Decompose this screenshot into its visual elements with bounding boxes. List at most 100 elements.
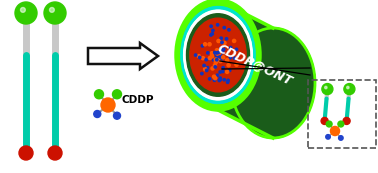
Circle shape [227,79,229,82]
Circle shape [214,61,217,64]
Circle shape [212,75,216,78]
Circle shape [205,58,208,61]
Circle shape [198,56,201,59]
Circle shape [214,76,217,80]
Circle shape [216,52,219,55]
Text: CDDP: CDDP [122,95,155,105]
Circle shape [232,39,236,43]
Circle shape [216,54,218,57]
Circle shape [217,50,220,53]
Circle shape [221,41,223,44]
Ellipse shape [181,7,255,103]
Bar [308,80,376,148]
Circle shape [211,33,214,35]
Circle shape [226,58,229,62]
Circle shape [211,67,214,70]
Circle shape [225,59,228,62]
Circle shape [226,81,229,83]
Ellipse shape [190,18,246,92]
Circle shape [221,58,223,60]
Circle shape [197,54,200,58]
Circle shape [219,78,222,81]
Circle shape [44,2,66,24]
Circle shape [216,52,218,54]
Circle shape [15,2,37,24]
Circle shape [219,71,222,73]
Circle shape [211,55,214,58]
Ellipse shape [184,10,252,99]
Circle shape [194,54,197,56]
Circle shape [215,49,218,52]
Circle shape [219,60,222,63]
Circle shape [48,146,62,160]
Circle shape [227,64,230,67]
Polygon shape [218,0,315,138]
Circle shape [217,55,220,57]
Circle shape [325,86,327,89]
Circle shape [214,58,217,61]
Circle shape [203,67,207,71]
Circle shape [214,66,217,68]
Circle shape [20,7,25,12]
Circle shape [220,37,222,39]
Circle shape [220,48,222,50]
Circle shape [216,74,219,76]
Circle shape [213,64,217,67]
Circle shape [220,48,223,51]
Circle shape [321,117,328,124]
Circle shape [223,48,225,51]
Circle shape [326,135,330,139]
Circle shape [113,112,121,119]
Circle shape [218,56,220,58]
Ellipse shape [186,14,249,96]
Circle shape [347,86,349,89]
Circle shape [219,54,222,56]
Circle shape [19,146,33,160]
Circle shape [206,69,208,72]
Circle shape [217,51,220,54]
Circle shape [233,57,236,60]
Text: CDDP@ONT: CDDP@ONT [215,42,294,88]
Circle shape [216,58,219,62]
Circle shape [201,72,203,75]
Circle shape [235,63,238,66]
Circle shape [339,136,343,140]
Circle shape [217,39,220,43]
Circle shape [212,29,214,32]
Circle shape [218,51,221,54]
Circle shape [210,25,212,28]
Circle shape [215,56,218,58]
Circle shape [203,43,207,46]
Circle shape [207,52,209,54]
Circle shape [222,70,224,73]
Circle shape [225,38,228,40]
Circle shape [217,54,219,56]
Circle shape [220,49,222,52]
Circle shape [215,52,217,55]
Ellipse shape [231,28,315,138]
Circle shape [201,57,204,60]
Circle shape [113,90,121,99]
Circle shape [210,34,212,36]
Circle shape [226,70,229,73]
Circle shape [216,52,219,55]
Circle shape [101,98,115,112]
Circle shape [217,54,220,56]
Circle shape [208,43,211,46]
Circle shape [201,45,204,47]
Circle shape [322,84,333,95]
Circle shape [222,67,225,69]
Circle shape [214,51,216,54]
Circle shape [218,79,220,82]
Circle shape [214,59,216,61]
Circle shape [228,29,230,31]
Circle shape [50,7,54,12]
Circle shape [343,117,350,124]
Circle shape [223,79,225,81]
Circle shape [94,111,101,117]
Circle shape [330,126,339,136]
Ellipse shape [176,0,260,110]
Circle shape [215,53,217,56]
Circle shape [222,56,225,59]
Circle shape [344,84,355,95]
